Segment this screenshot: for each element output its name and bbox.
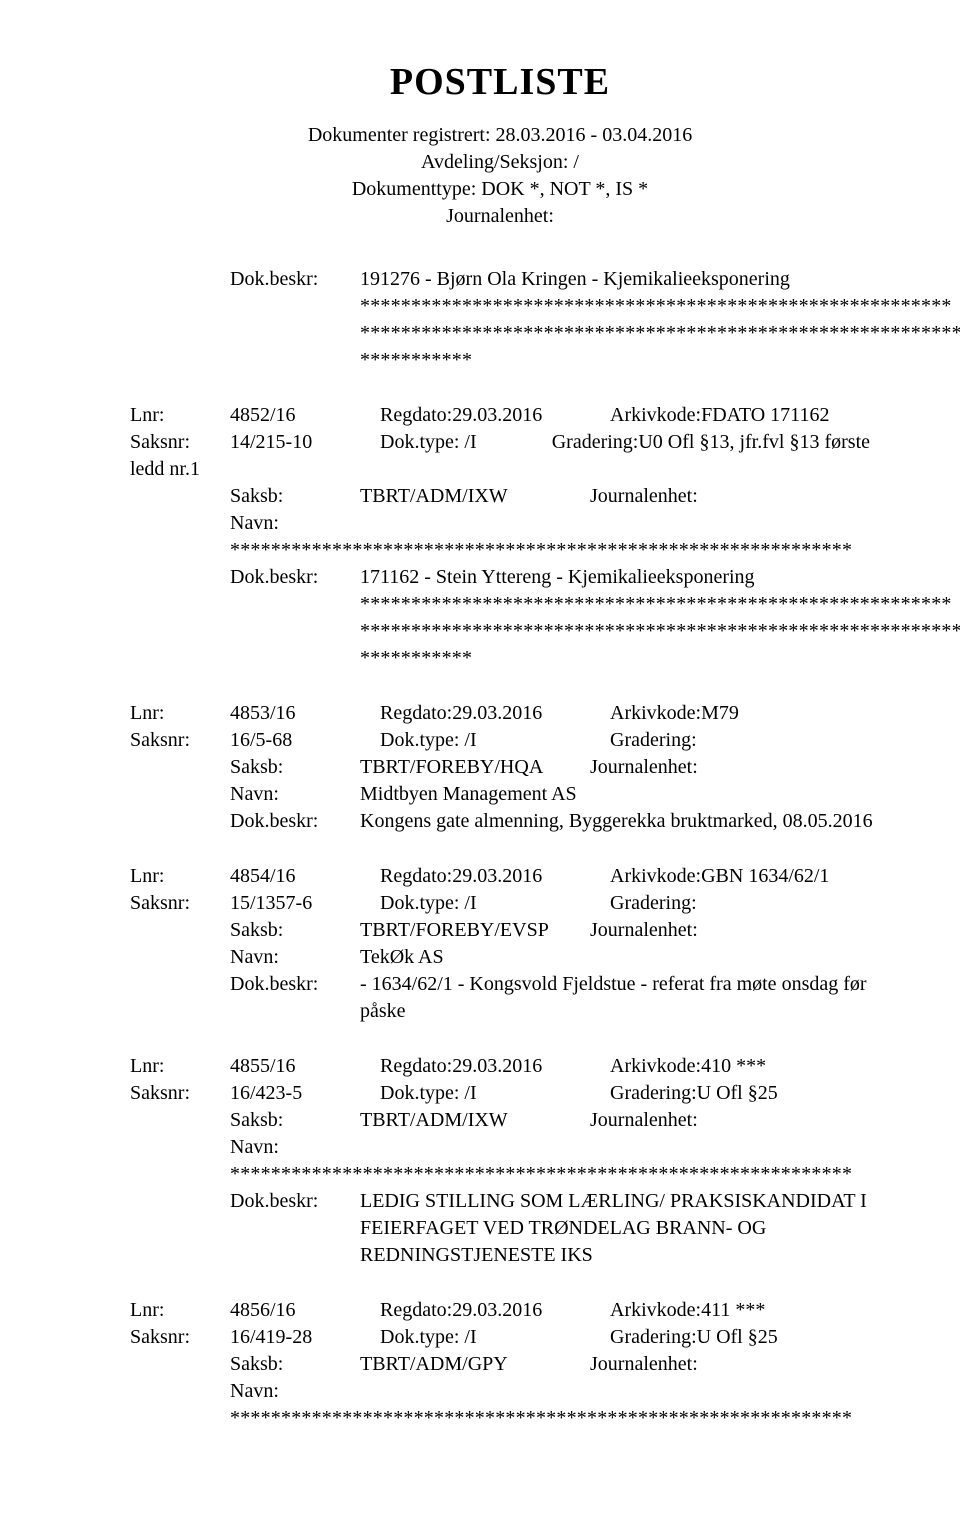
- separator-stars: ****************************************…: [360, 320, 960, 347]
- field-value: Arkivkode:M79: [610, 700, 739, 727]
- field-value: Journalenhet:: [590, 1107, 698, 1134]
- field-label: Navn:: [230, 510, 360, 537]
- field-value: Regdato:29.03.2016: [380, 1297, 610, 1324]
- field-label: Dok.beskr:: [230, 971, 360, 1025]
- field-value: Journalenhet:: [590, 1351, 698, 1378]
- field-value: 16/423-5: [230, 1080, 380, 1107]
- separator-stars: ****************************************…: [230, 1405, 870, 1432]
- field-value: Gradering:U Ofl §25: [610, 1324, 778, 1351]
- field-value: 191276 - Bjørn Ola Kringen - Kjemikaliee…: [360, 266, 790, 293]
- separator-stars: ***********: [360, 645, 472, 672]
- field-label: Lnr:: [130, 1297, 230, 1324]
- field-label: Dok.beskr:: [230, 266, 360, 293]
- field-value: 4852/16: [230, 402, 380, 429]
- separator-stars: ****************************************…: [230, 537, 870, 564]
- field-value: Gradering:U0 Ofl §13, jfr.fvl §13 første: [552, 429, 870, 456]
- field-label: Lnr:: [130, 863, 230, 890]
- field-value: TBRT/ADM/IXW: [360, 1107, 590, 1134]
- field-label: Navn:: [230, 1378, 360, 1405]
- field-value: Dok.type: /I: [380, 1080, 610, 1107]
- field-value: Midtbyen Management AS: [360, 781, 577, 808]
- field-value: Kongens gate almenning, Byggerekka brukt…: [360, 808, 873, 835]
- field-value: TBRT/ADM/GPY: [360, 1351, 590, 1378]
- field-value: Journalenhet:: [590, 754, 698, 781]
- field-value: 4854/16: [230, 863, 380, 890]
- subheader-line: Journalenhet:: [130, 203, 870, 230]
- field-value: REDNINGSTJENESTE IKS: [360, 1242, 593, 1269]
- field-value: Gradering:: [610, 727, 697, 754]
- field-label: Navn:: [230, 781, 360, 808]
- field-value: Dok.type: /I: [380, 890, 610, 917]
- field-label: Dok.beskr:: [230, 1188, 360, 1215]
- field-value: 4856/16: [230, 1297, 380, 1324]
- subheader-line: Dokumenter registrert: 28.03.2016 - 03.0…: [130, 122, 870, 149]
- field-label: Navn:: [230, 1134, 360, 1161]
- entry-block: Lnr: 4856/16 Regdato:29.03.2016 Arkivkod…: [130, 1297, 870, 1432]
- field-value: FEIERFAGET VED TRØNDELAG BRANN- OG: [360, 1215, 766, 1242]
- field-value: TBRT/FOREBY/HQA: [360, 754, 590, 781]
- field-value: Dok.type: /I: [380, 727, 610, 754]
- field-value: Regdato:29.03.2016: [380, 863, 610, 890]
- field-value: 4855/16: [230, 1053, 380, 1080]
- field-value: TBRT/FOREBY/EVSP: [360, 917, 590, 944]
- field-value: 4853/16: [230, 700, 380, 727]
- field-label: Saksnr:: [130, 1324, 230, 1351]
- field-value: Gradering:U Ofl §25: [610, 1080, 778, 1107]
- field-label: Lnr:: [130, 700, 230, 727]
- field-value: Dok.type: /I: [380, 1324, 610, 1351]
- field-value: Dok.type: /I: [380, 429, 552, 456]
- field-label: Saksnr:: [130, 727, 230, 754]
- field-label: Dok.beskr:: [230, 808, 360, 835]
- field-label: Saksb:: [230, 917, 360, 944]
- field-label: Saksb:: [230, 483, 360, 510]
- field-label: Lnr:: [130, 1053, 230, 1080]
- field-value: 16/5-68: [230, 727, 380, 754]
- subheader-line: Avdeling/Seksjon: /: [130, 149, 870, 176]
- field-value: TBRT/ADM/IXW: [360, 483, 590, 510]
- field-label: Navn:: [230, 944, 360, 971]
- entry-block: Lnr: 4853/16 Regdato:29.03.2016 Arkivkod…: [130, 700, 870, 835]
- subheader: Dokumenter registrert: 28.03.2016 - 03.0…: [130, 122, 870, 230]
- field-value: Regdato:29.03.2016: [380, 1053, 610, 1080]
- field-value: 171162 - Stein Yttereng - Kjemikalieeksp…: [360, 564, 755, 591]
- separator-stars: ***********: [360, 347, 472, 374]
- field-value: Arkivkode:GBN 1634/62/1: [610, 863, 829, 890]
- separator-stars: ****************************************…: [360, 591, 952, 618]
- separator-stars: ****************************************…: [230, 1161, 870, 1188]
- subheader-line: Dokumenttype: DOK *, NOT *, IS *: [130, 176, 870, 203]
- field-value: TekØk AS: [360, 944, 444, 971]
- entry-block: Lnr: 4854/16 Regdato:29.03.2016 Arkivkod…: [130, 863, 870, 1025]
- field-value: Journalenhet:: [590, 917, 698, 944]
- entry-block: Lnr: 4855/16 Regdato:29.03.2016 Arkivkod…: [130, 1053, 870, 1269]
- separator-stars: ****************************************…: [360, 618, 960, 645]
- field-label: Saksnr:: [130, 429, 230, 456]
- field-value: Gradering:: [610, 890, 697, 917]
- field-value: Regdato:29.03.2016: [380, 700, 610, 727]
- separator-stars: ****************************************…: [360, 293, 952, 320]
- field-value: 15/1357-6: [230, 890, 380, 917]
- entry-block: Lnr: 4852/16 Regdato:29.03.2016 Arkivkod…: [130, 402, 870, 672]
- field-value: ledd nr.1: [130, 456, 870, 483]
- field-value: 16/419-28: [230, 1324, 380, 1351]
- field-value: LEDIG STILLING SOM LÆRLING/ PRAKSISKANDI…: [360, 1188, 867, 1215]
- page-title: POSTLISTE: [130, 60, 870, 104]
- field-label: Saksb:: [230, 754, 360, 781]
- field-label: Saksnr:: [130, 1080, 230, 1107]
- field-value: Arkivkode:411 ***: [610, 1297, 765, 1324]
- field-label: Lnr:: [130, 402, 230, 429]
- field-value: Arkivkode:410 ***: [610, 1053, 766, 1080]
- entry-block: Dok.beskr: 191276 - Bjørn Ola Kringen - …: [130, 266, 870, 374]
- field-value: Arkivkode:FDATO 171162: [610, 402, 829, 429]
- field-label: Saksnr:: [130, 890, 230, 917]
- field-value: Regdato:29.03.2016: [380, 402, 610, 429]
- field-value: 14/215-10: [230, 429, 380, 456]
- field-label: Saksb:: [230, 1351, 360, 1378]
- field-value: - 1634/62/1 - Kongsvold Fjeldstue - refe…: [360, 971, 870, 1025]
- field-label: Saksb:: [230, 1107, 360, 1134]
- field-value: Journalenhet:: [590, 483, 698, 510]
- field-label: Dok.beskr:: [230, 564, 360, 591]
